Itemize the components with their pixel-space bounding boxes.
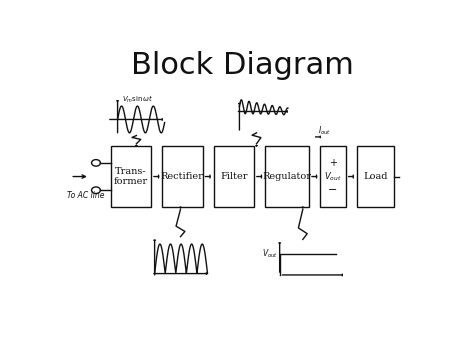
Bar: [357, 147, 393, 207]
Text: Regulator: Regulator: [263, 172, 311, 181]
Text: −: −: [328, 185, 337, 195]
Bar: [162, 147, 202, 207]
Bar: [213, 147, 254, 207]
Text: Rectifier: Rectifier: [161, 172, 204, 181]
Text: Block Diagram: Block Diagram: [131, 51, 355, 80]
Text: $V_{out}$: $V_{out}$: [262, 247, 278, 260]
Bar: [110, 147, 151, 207]
Text: Filter: Filter: [220, 172, 247, 181]
Text: Trans-
former: Trans- former: [114, 167, 148, 186]
Text: $V_{out}$: $V_{out}$: [324, 170, 342, 183]
Text: $I_{out}$: $I_{out}$: [318, 125, 331, 137]
Text: To AC line: To AC line: [66, 191, 104, 200]
Text: +: +: [329, 158, 337, 168]
Bar: [320, 147, 346, 207]
Text: Load: Load: [363, 172, 387, 181]
Bar: [265, 147, 309, 207]
Text: $V_m\sin\omega t$: $V_m\sin\omega t$: [122, 94, 154, 105]
